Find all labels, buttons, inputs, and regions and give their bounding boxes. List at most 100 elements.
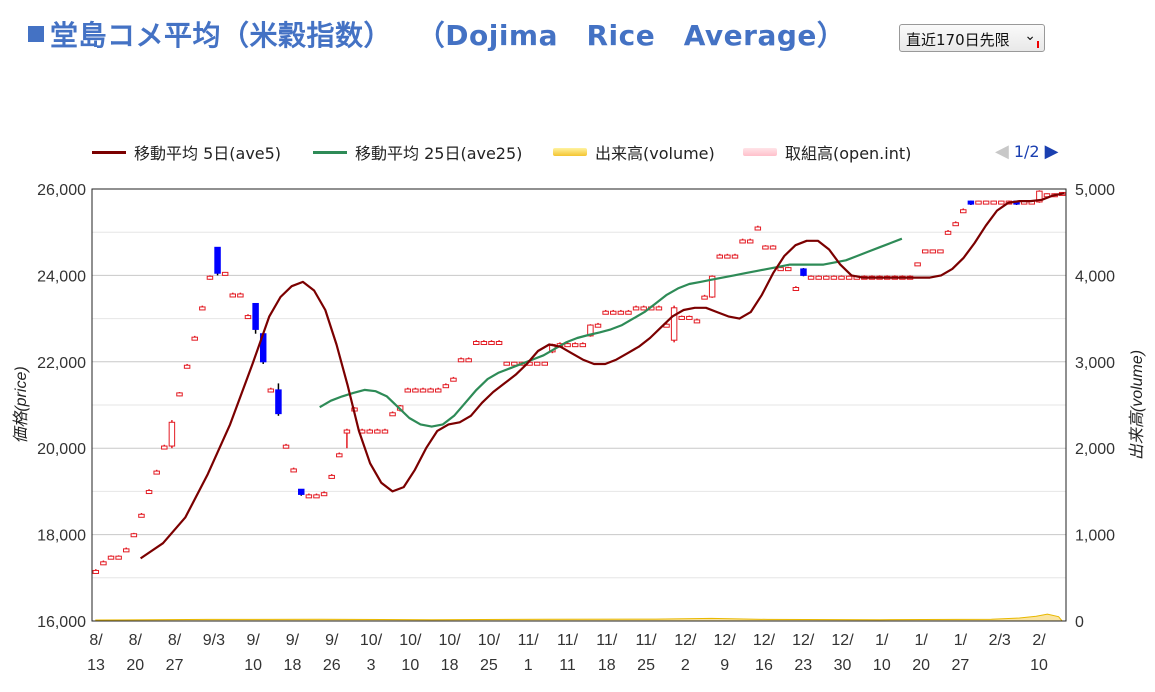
candle-body: [176, 392, 183, 397]
x-tick-label: 20: [912, 657, 930, 674]
y-tick-label: 24,000: [37, 268, 86, 285]
candle: [952, 221, 959, 227]
x-tick-label: 10/: [399, 632, 422, 649]
candle-body: [183, 364, 191, 369]
x-tick-label: 2/3: [989, 632, 1011, 649]
pager-prev-icon[interactable]: ◀: [995, 141, 1009, 162]
x-tick-label: 11/: [557, 632, 579, 649]
candle: [944, 230, 952, 235]
candle-body: [503, 361, 510, 366]
candle-body: [305, 494, 313, 499]
candle: [123, 547, 130, 553]
plot-frame: [91, 188, 1067, 622]
x-tick-label: 1/: [914, 632, 928, 649]
candle: [343, 428, 351, 449]
x-tick-label: 18: [598, 657, 616, 674]
legend-item-ave25[interactable]: 移動平均 25日(ave25): [313, 140, 522, 164]
candle-body: [807, 275, 815, 280]
candle-body: [952, 222, 959, 227]
candle: [404, 387, 412, 393]
plot-border: [91, 188, 1067, 622]
x-tick-label: 10: [401, 657, 419, 674]
candle-body: [594, 323, 602, 328]
candle: [716, 253, 724, 259]
candle-body: [701, 295, 708, 300]
candle: [275, 383, 282, 416]
candle: [571, 342, 579, 348]
candle-body: [724, 254, 731, 259]
x-tick-label: 1/: [954, 632, 968, 649]
candle-body: [290, 468, 297, 473]
period-select[interactable]: 直近170日先限 ⌄: [899, 24, 1045, 52]
candle: [960, 208, 967, 214]
candle-body: [640, 306, 647, 311]
x-tick-label: 10: [1030, 657, 1048, 674]
candle: [313, 493, 320, 499]
candle: [229, 292, 237, 298]
candle: [533, 361, 541, 366]
candle-body: [800, 268, 807, 276]
candle: [214, 246, 221, 276]
y-tick-label: 16,000: [37, 614, 86, 631]
candle-body: [929, 249, 937, 254]
candle-body: [838, 275, 845, 280]
candle: [389, 411, 396, 417]
candle-body: [419, 388, 427, 393]
candle-body: [168, 421, 176, 447]
candle: [183, 363, 191, 369]
chevron-down-icon: ⌄: [1024, 28, 1036, 44]
x-tick-label: 18: [441, 657, 459, 674]
candle: [100, 560, 107, 566]
candle: [92, 569, 100, 574]
x-tick-label: 12/: [753, 632, 776, 649]
x-tick-label: 10/: [478, 632, 501, 649]
candle-body: [138, 513, 145, 518]
candle-body: [473, 340, 480, 345]
candle-body: [107, 555, 115, 560]
candle-body: [221, 271, 229, 276]
candle: [678, 315, 685, 320]
legend-item-ave5[interactable]: 移動平均 5日(ave5): [92, 140, 281, 164]
pager-next-icon[interactable]: ▶: [1044, 141, 1059, 162]
candle-body: [777, 267, 784, 272]
y-tick-label-right: 5,000: [1075, 182, 1115, 199]
candle: [625, 309, 632, 315]
x-tick-label: 9: [720, 657, 729, 674]
x-tick-label: 9/: [286, 632, 300, 649]
candle-body: [450, 377, 457, 382]
candle: [450, 376, 457, 382]
candle: [267, 387, 275, 393]
y-tick-label-right: 1,000: [1075, 528, 1115, 545]
candle: [785, 266, 792, 272]
candle: [336, 452, 343, 458]
x-tick-label: 11: [559, 657, 576, 674]
ave25-swatch: [313, 150, 347, 154]
candle: [145, 489, 153, 495]
x-tick-label: 9/3: [203, 632, 225, 649]
volume-series: [95, 613, 1064, 622]
candle: [488, 340, 495, 345]
candle: [815, 275, 822, 280]
x-tick-label: 3: [367, 657, 376, 674]
x-tick-label: 12/: [714, 632, 737, 649]
x-tick-label: 12/: [831, 632, 854, 649]
candle-body: [587, 324, 594, 337]
x-tick-label: 25: [637, 657, 655, 674]
candle: [564, 342, 571, 348]
candle-body: [389, 412, 396, 417]
candle-body: [815, 275, 822, 280]
legend-item-volume[interactable]: 出来高(volume): [553, 140, 715, 164]
candle: [632, 305, 640, 311]
x-tick-label: 10/: [360, 632, 383, 649]
candle: [473, 340, 480, 345]
candle: [602, 309, 609, 315]
candle-body: [488, 340, 495, 345]
candle: [419, 387, 427, 393]
candle: [305, 493, 313, 499]
legend-item-openint[interactable]: 取組高(open.int): [743, 140, 911, 164]
candle: [594, 322, 602, 328]
x-tick-label: 2/: [1032, 632, 1046, 649]
candle-body: [602, 310, 609, 315]
candle-body: [123, 548, 130, 553]
candle: [937, 249, 944, 254]
